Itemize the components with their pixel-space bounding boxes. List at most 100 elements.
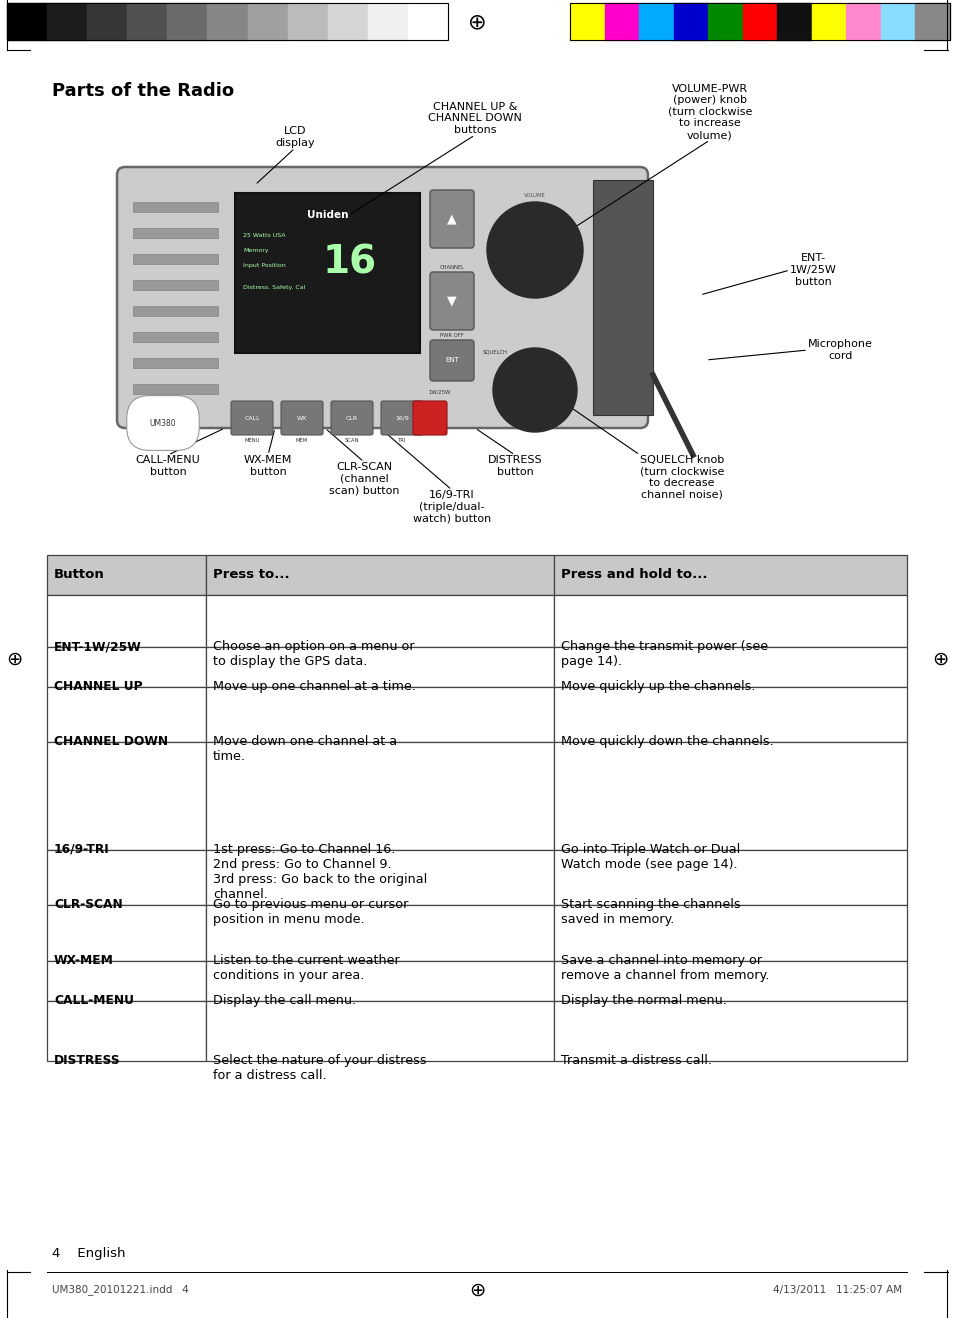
Text: Memory: Memory [243, 248, 269, 253]
Text: Press to...: Press to... [213, 568, 290, 581]
Bar [408, 3, 448, 40]
Bar [554, 555, 906, 594]
Text: SQUELCH: SQUELCH [482, 349, 507, 355]
Text: Move quickly up the channels.: Move quickly up the channels. [560, 680, 755, 693]
Bar [328, 3, 368, 40]
Bar [132, 306, 218, 316]
Text: ⊕: ⊕ [467, 12, 486, 32]
Bar [47, 594, 206, 647]
FancyBboxPatch shape [231, 401, 273, 435]
Bar [707, 3, 742, 40]
Text: Select the nature of your distress
for a distress call.: Select the nature of your distress for a… [213, 1054, 426, 1082]
Text: SCAN: SCAN [344, 438, 359, 443]
Text: TRI: TRI [397, 438, 406, 443]
Text: CALL-MENU: CALL-MENU [54, 994, 133, 1007]
Text: Transmit a distress call.: Transmit a distress call. [560, 1054, 712, 1068]
Bar [554, 742, 906, 850]
Bar [132, 254, 218, 264]
Bar [206, 850, 554, 905]
Bar [47, 1000, 206, 1061]
Text: Distress. Safety. Cal: Distress. Safety. Cal [243, 285, 305, 290]
Bar [234, 192, 419, 353]
Bar [639, 3, 673, 40]
Text: ENT-
1W/25W
button: ENT- 1W/25W button [789, 253, 836, 286]
Text: 4/13/2011   11:25:07 AM: 4/13/2011 11:25:07 AM [772, 1285, 901, 1296]
Bar [604, 3, 639, 40]
Text: Move down one channel at a
time.: Move down one channel at a time. [213, 735, 396, 763]
Text: CALL: CALL [244, 415, 259, 420]
Text: CHANNEL UP &
CHANNEL DOWN
buttons: CHANNEL UP & CHANNEL DOWN buttons [428, 101, 521, 134]
Text: ENT: ENT [445, 357, 458, 364]
Text: MEM: MEM [295, 438, 308, 443]
Text: Button: Button [54, 568, 105, 581]
Text: CALL-MENU
button: CALL-MENU button [135, 455, 200, 477]
Circle shape [493, 348, 577, 432]
Text: ▼: ▼ [447, 294, 456, 307]
Text: Choose an option on a menu or
to display the GPS data.: Choose an option on a menu or to display… [213, 641, 415, 668]
Bar [206, 961, 554, 1000]
Text: 16/9-TRI: 16/9-TRI [54, 844, 110, 855]
Bar [7, 3, 448, 40]
Bar [673, 3, 707, 40]
Bar [132, 202, 218, 212]
Bar [47, 687, 206, 742]
FancyBboxPatch shape [331, 401, 373, 435]
Text: 4    English: 4 English [52, 1247, 126, 1260]
Text: CHANNEL UP: CHANNEL UP [54, 680, 143, 693]
Text: CLR-SCAN
(channel
scan) button: CLR-SCAN (channel scan) button [329, 463, 399, 496]
Text: DISTRESS: DISTRESS [54, 1054, 120, 1068]
FancyBboxPatch shape [430, 340, 474, 381]
Bar [554, 594, 906, 647]
Circle shape [486, 202, 582, 298]
Bar [288, 3, 328, 40]
Bar [777, 3, 811, 40]
Text: PWR OFF: PWR OFF [439, 333, 463, 337]
FancyBboxPatch shape [430, 190, 474, 248]
FancyBboxPatch shape [117, 167, 647, 428]
Bar [206, 555, 554, 594]
Bar [880, 3, 915, 40]
FancyBboxPatch shape [430, 272, 474, 330]
Text: 1st press: Go to Channel 16.
2nd press: Go to Channel 9.
3rd press: Go back to t: 1st press: Go to Channel 16. 2nd press: … [213, 844, 427, 902]
Bar [915, 3, 949, 40]
Bar [247, 3, 288, 40]
Text: Uniden: Uniden [307, 210, 348, 220]
Bar [132, 279, 218, 290]
Bar [132, 358, 218, 368]
Bar [845, 3, 880, 40]
Text: 1W/25W: 1W/25W [428, 390, 450, 395]
Text: 16: 16 [323, 244, 376, 282]
Bar [742, 3, 777, 40]
Text: UM380_20101221.indd   4: UM380_20101221.indd 4 [52, 1285, 189, 1296]
Bar [47, 555, 206, 594]
FancyBboxPatch shape [380, 401, 422, 435]
FancyBboxPatch shape [281, 401, 323, 435]
Bar [132, 332, 218, 341]
Bar [127, 3, 167, 40]
Text: Change the transmit power (see
page 14).: Change the transmit power (see page 14). [560, 641, 768, 668]
Text: Parts of the Radio: Parts of the Radio [52, 82, 233, 100]
Text: 16/9: 16/9 [395, 415, 409, 420]
Bar [167, 3, 207, 40]
Text: Input Position: Input Position [243, 264, 286, 268]
Text: CLR: CLR [346, 415, 357, 420]
Text: CHANNEL: CHANNEL [439, 265, 464, 270]
Text: Press and hold to...: Press and hold to... [560, 568, 707, 581]
Bar [47, 961, 206, 1000]
Text: VOLUME-PWR
(power) knob
(turn clockwise
to increase
volume): VOLUME-PWR (power) knob (turn clockwise … [667, 83, 751, 140]
Bar [554, 961, 906, 1000]
Text: 16/9-TRI
(triple/dual-
watch) button: 16/9-TRI (triple/dual- watch) button [413, 490, 491, 523]
Text: ⊕: ⊕ [6, 650, 22, 668]
Text: UM380: UM380 [150, 419, 176, 427]
Text: Microphone
cord: Microphone cord [807, 339, 872, 361]
Bar [47, 742, 206, 850]
Text: LCD
display: LCD display [274, 127, 314, 148]
Text: Start scanning the channels
saved in memory.: Start scanning the channels saved in mem… [560, 898, 740, 927]
Bar [47, 850, 206, 905]
Text: 25 Watts USA: 25 Watts USA [243, 233, 285, 239]
Bar [554, 647, 906, 687]
Bar [132, 228, 218, 239]
Text: WX: WX [296, 415, 307, 420]
Bar [207, 3, 247, 40]
Bar [593, 181, 652, 415]
